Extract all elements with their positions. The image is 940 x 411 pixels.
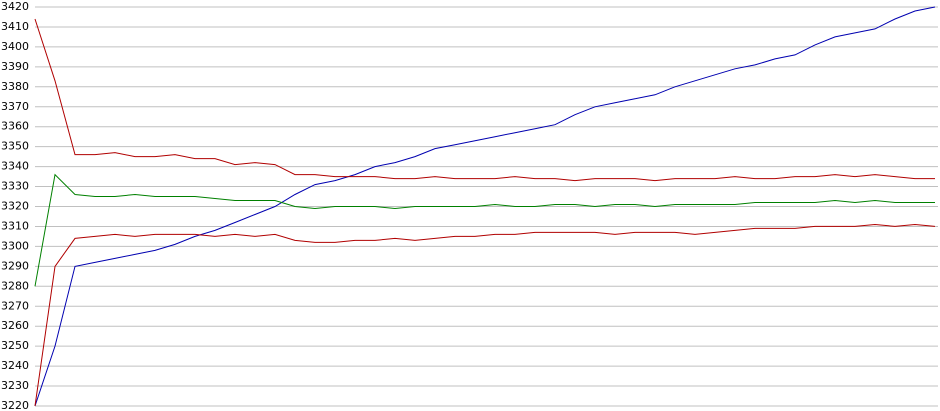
y-tick-label: 3400 <box>1 40 29 53</box>
y-tick-label: 3360 <box>1 120 29 133</box>
y-tick-label: 3420 <box>1 0 29 13</box>
y-tick-label: 3320 <box>1 200 29 213</box>
y-tick-label: 3230 <box>1 379 29 392</box>
y-tick-label: 3310 <box>1 219 29 232</box>
y-tick-label: 3410 <box>1 20 29 33</box>
y-tick-label: 3280 <box>1 279 29 292</box>
y-tick-label: 3390 <box>1 60 29 73</box>
y-tick-label: 3340 <box>1 160 29 173</box>
series-line <box>34 6 936 407</box>
series-line <box>34 173 935 287</box>
y-tick-label: 3330 <box>1 180 29 193</box>
series-line <box>34 223 936 407</box>
y-tick-label: 3300 <box>1 239 29 252</box>
y-tick-label: 3240 <box>1 359 29 372</box>
y-tick-label: 3290 <box>1 259 29 272</box>
y-tick-label: 3250 <box>1 339 29 352</box>
y-tick-label: 3220 <box>1 399 29 411</box>
series-line <box>34 18 935 182</box>
y-tick-label: 3370 <box>1 100 29 113</box>
y-tick-label: 3260 <box>1 319 29 332</box>
y-tick-label: 3350 <box>1 140 29 153</box>
y-tick-label: 3380 <box>1 80 29 93</box>
y-tick-label: 3270 <box>1 299 29 312</box>
